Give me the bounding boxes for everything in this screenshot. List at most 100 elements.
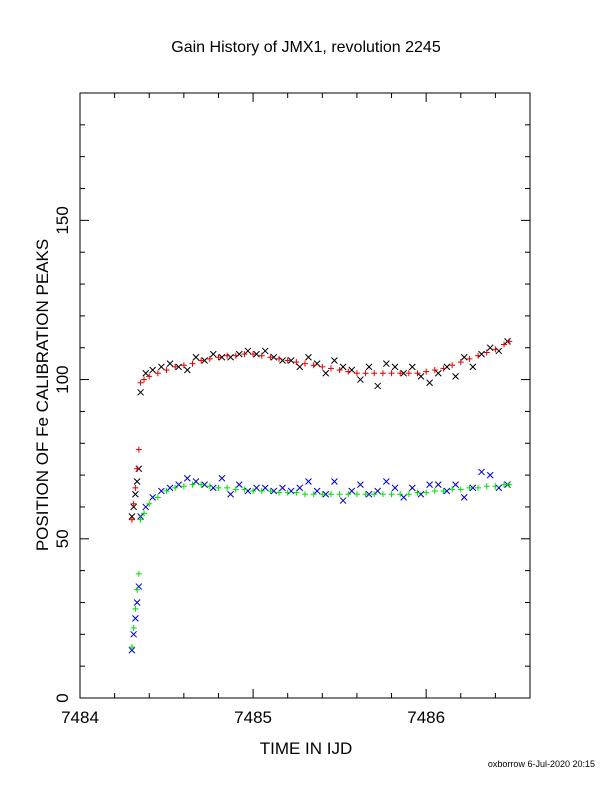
data-point (253, 350, 260, 358)
data-point (331, 478, 338, 485)
marker-stroke (270, 487, 278, 495)
marker-stroke (426, 379, 433, 387)
x-axis-ticks (79, 93, 531, 698)
data-point (287, 487, 295, 495)
data-point (449, 486, 456, 493)
marker-stroke (132, 490, 139, 498)
marker-stroke (133, 478, 141, 485)
y-axis-tick-labels: 0 50 100 150 (53, 206, 72, 703)
data-point (276, 489, 283, 496)
marker-stroke (443, 487, 451, 495)
marker-stroke (478, 468, 485, 476)
data-point (154, 494, 161, 501)
data-point (192, 478, 200, 485)
data-point (175, 481, 183, 489)
marker-stroke (130, 630, 138, 638)
data-point (135, 570, 142, 577)
data-point (457, 486, 464, 493)
marker-stroke (128, 513, 136, 520)
data-point (137, 379, 144, 386)
data-point (391, 484, 399, 492)
marker-stroke (157, 363, 165, 371)
data-point (258, 352, 265, 359)
footer-credit: oxborrow 6-Jul-2020 20:15 (488, 759, 595, 769)
marker-stroke (149, 366, 157, 374)
y-tick-label: 0 (53, 693, 72, 702)
data-point (305, 478, 312, 485)
y-tick-label: 100 (53, 365, 72, 393)
marker-stroke (460, 353, 468, 361)
data-point (322, 369, 330, 377)
data-point (128, 513, 136, 520)
marker-stroke (469, 363, 477, 371)
data-point (192, 353, 200, 361)
data-point (302, 491, 308, 498)
data-point (137, 516, 144, 523)
data-point (137, 388, 144, 396)
marker-stroke (128, 646, 136, 654)
marker-stroke (133, 599, 141, 606)
data-point (232, 352, 239, 359)
data-point (423, 368, 430, 375)
data-point (146, 373, 153, 380)
data-point (379, 370, 386, 377)
data-point (423, 489, 430, 496)
data-point (172, 484, 179, 491)
marker-stroke (469, 484, 477, 492)
marker-stroke (339, 497, 347, 504)
data-point (382, 360, 390, 368)
data-point (362, 370, 369, 377)
data-point (166, 360, 174, 368)
data-point (305, 353, 312, 361)
data-point (130, 630, 138, 638)
data-point (457, 359, 464, 366)
data-point (466, 484, 473, 491)
marker-stroke (417, 490, 425, 498)
data-point (198, 357, 205, 364)
data-point (130, 624, 137, 631)
marker-stroke (296, 484, 304, 492)
data-point (426, 379, 433, 387)
marker-stroke (400, 369, 408, 377)
data-point (469, 484, 477, 492)
marker-stroke (166, 360, 174, 368)
data-point (180, 362, 187, 369)
marker-stroke (227, 490, 234, 498)
data-point (478, 350, 485, 358)
data-point (154, 370, 161, 377)
marker-stroke (132, 615, 139, 622)
data-point (157, 363, 165, 371)
x-tick-label: 7485 (234, 708, 272, 727)
marker-stroke (142, 503, 150, 511)
data-point (270, 487, 278, 495)
data-point (218, 353, 226, 361)
marker-stroke (227, 353, 234, 361)
marker-stroke (452, 373, 459, 380)
data-point (142, 369, 150, 377)
y-tick-label: 50 (53, 529, 72, 548)
data-point (414, 489, 421, 496)
data-point (486, 344, 494, 352)
data-point (391, 363, 399, 371)
data-point (134, 465, 141, 472)
data-point (388, 370, 395, 377)
series-2 (128, 468, 511, 654)
data-point (149, 494, 157, 501)
data-point (206, 355, 213, 362)
data-point (483, 483, 490, 490)
data-point (227, 490, 234, 498)
marker-stroke (296, 363, 304, 371)
data-point (206, 483, 213, 490)
data-point (232, 486, 239, 493)
marker-stroke (218, 474, 226, 482)
data-point (132, 484, 139, 491)
data-point (258, 488, 265, 495)
data-point (379, 491, 386, 498)
data-point (218, 474, 226, 482)
data-point (235, 350, 243, 358)
data-point (495, 484, 503, 492)
data-point (149, 366, 157, 374)
data-point (345, 491, 352, 498)
data-point (175, 363, 183, 371)
